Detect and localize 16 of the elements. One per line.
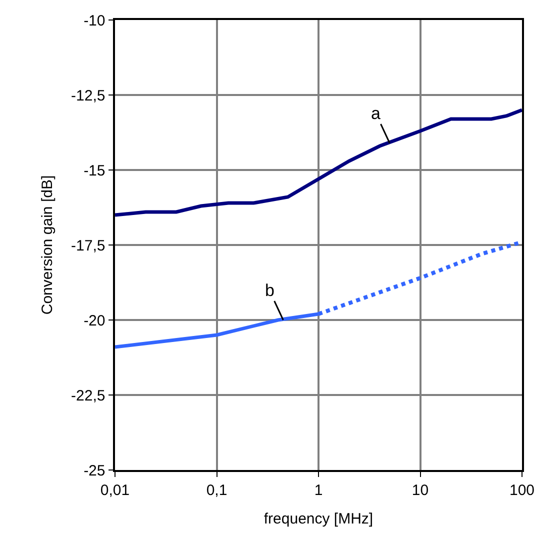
x-tick-label: 1 bbox=[314, 482, 323, 499]
y-tick-label: -25 bbox=[84, 462, 106, 480]
x-tick-label: 10 bbox=[412, 482, 429, 499]
y-tick-label: -22,5 bbox=[71, 387, 106, 404]
x-tick-label: 100 bbox=[509, 482, 535, 499]
x-tick-label: 0,01 bbox=[100, 482, 130, 499]
x-axis-title: frequency [MHz] bbox=[264, 510, 374, 528]
y-tick-label: -15 bbox=[84, 162, 106, 180]
annotation: b bbox=[265, 281, 274, 300]
y-axis-title: Conversion gain [dB] bbox=[38, 175, 56, 315]
y-tick-label: -20 bbox=[84, 312, 106, 330]
y-tick-label: -10 bbox=[84, 12, 106, 30]
y-tick-label: -17,5 bbox=[71, 237, 106, 254]
annotation: a bbox=[371, 104, 381, 123]
y-tick-label: -12,5 bbox=[71, 87, 106, 104]
x-tick-label: 0,1 bbox=[206, 482, 228, 499]
